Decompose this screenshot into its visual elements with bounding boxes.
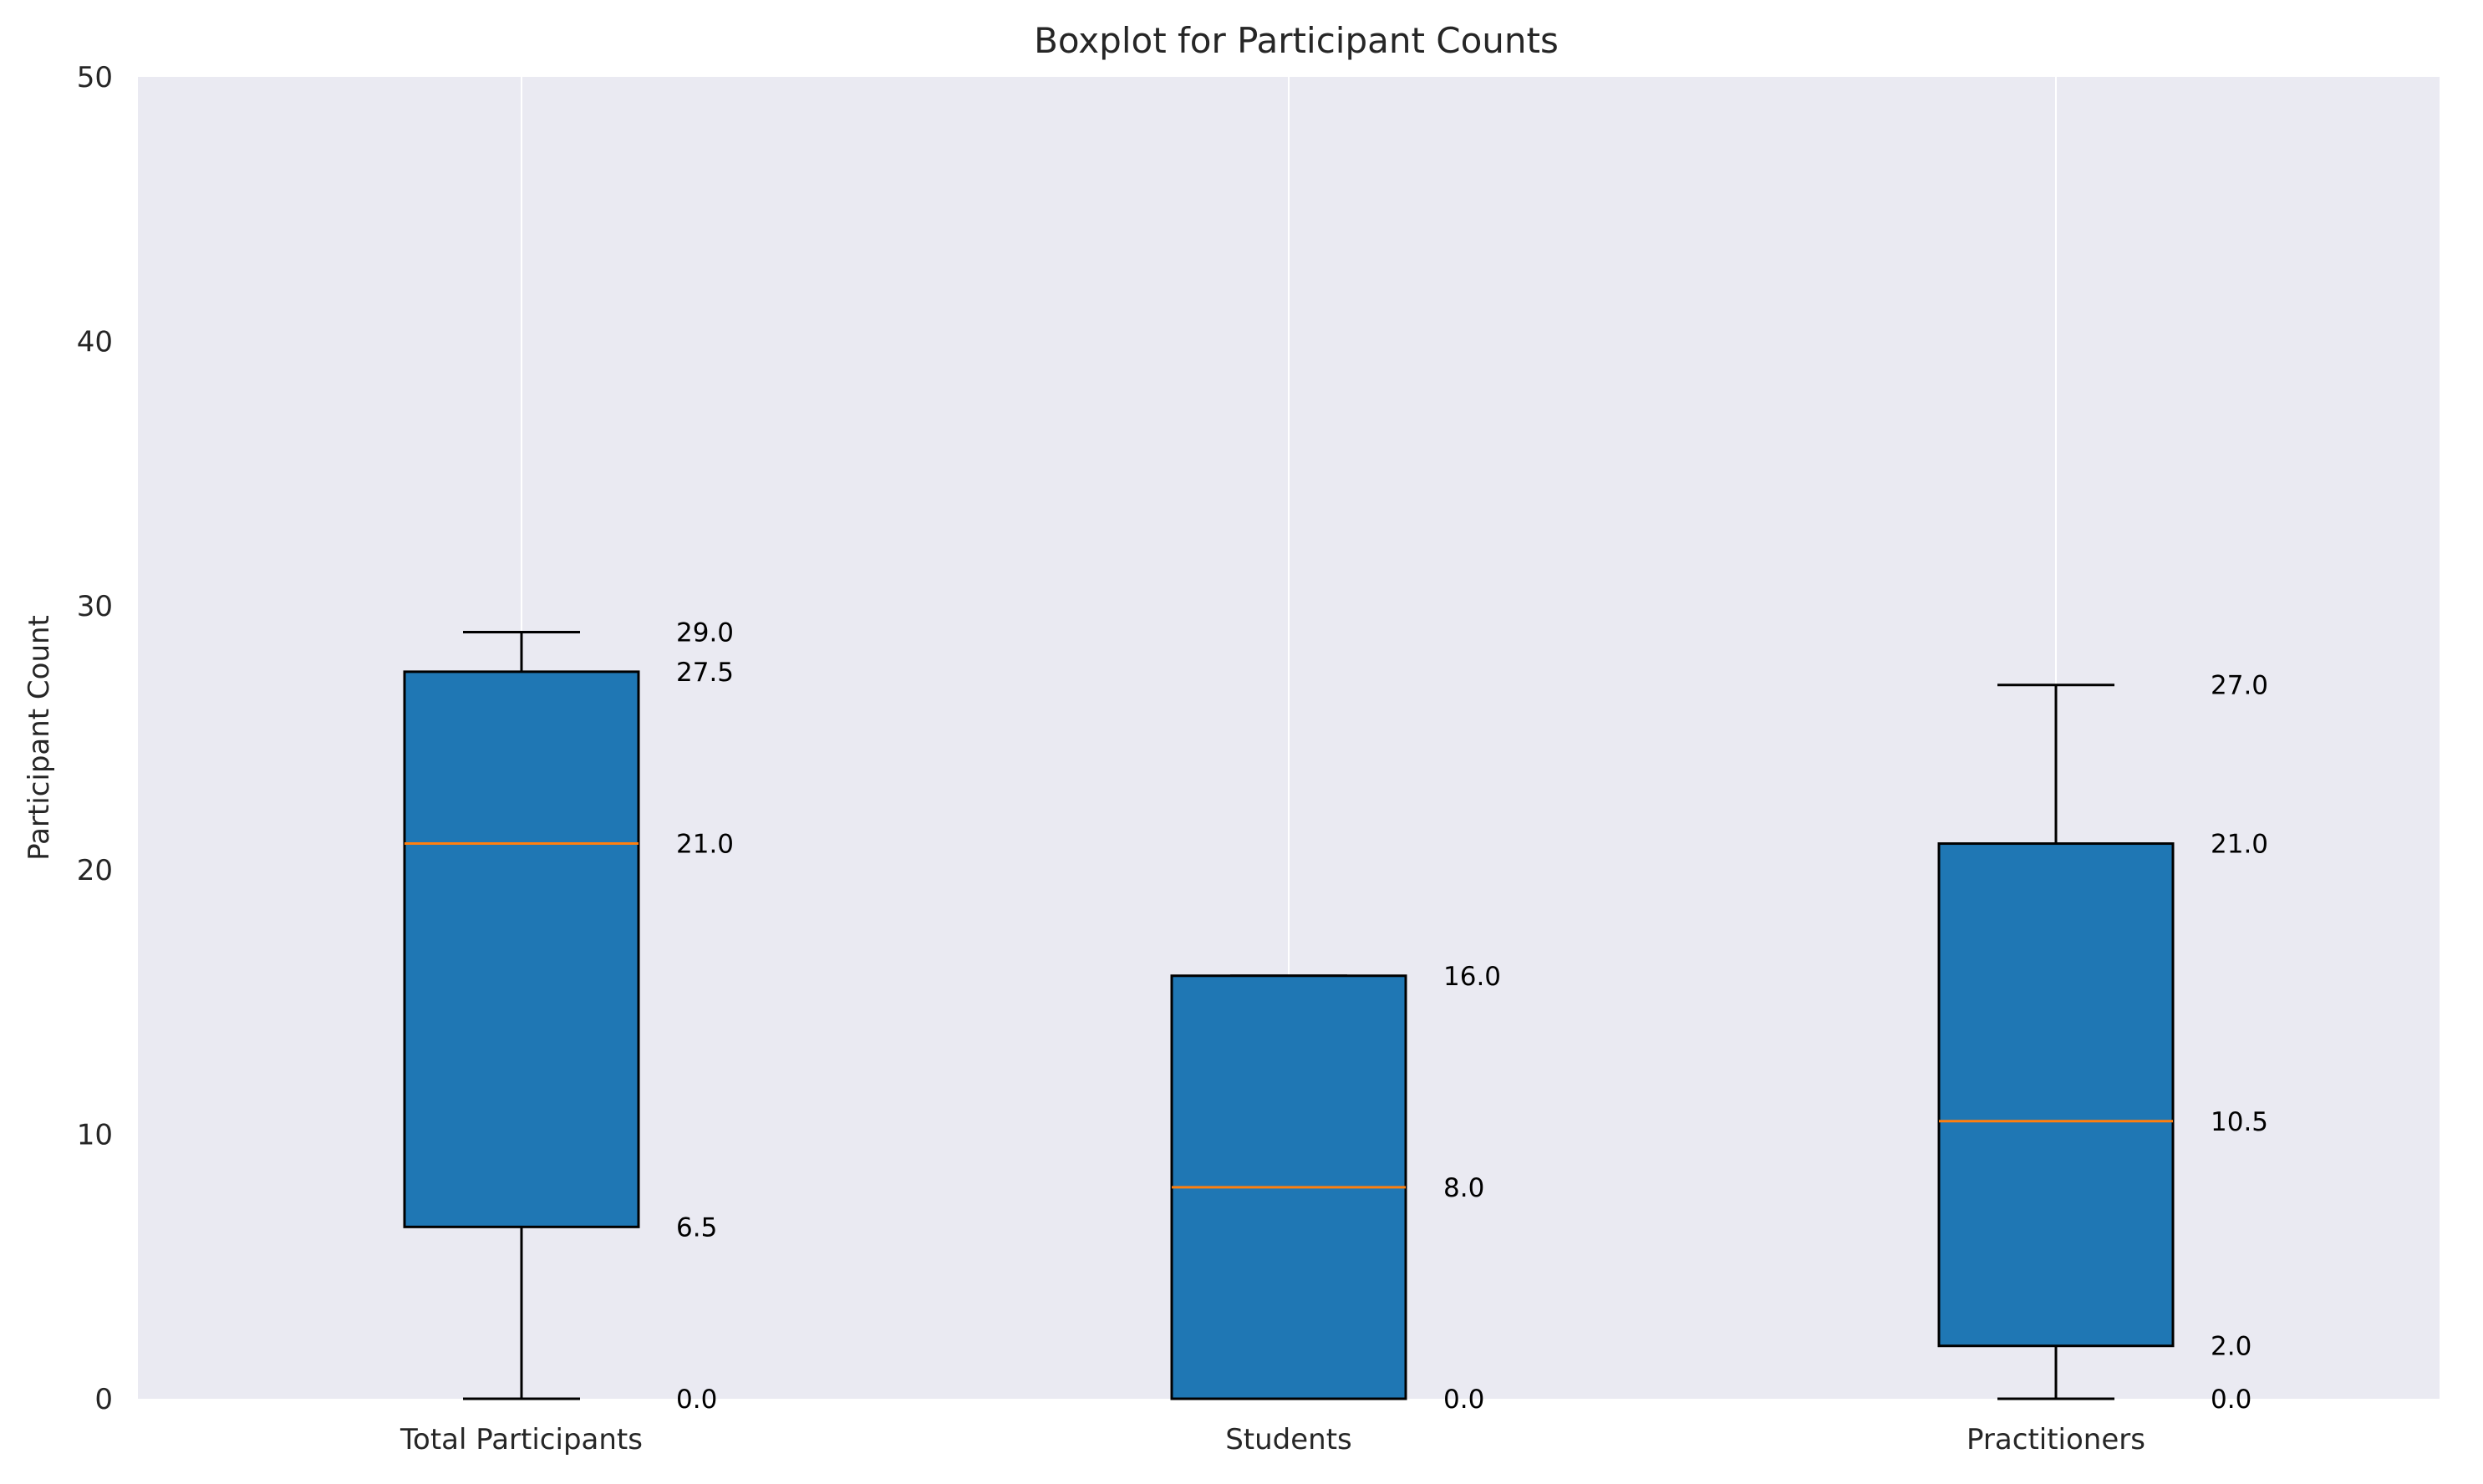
value-label: 27.5 bbox=[676, 658, 734, 688]
x-tick-label: Total Participants bbox=[399, 1423, 643, 1456]
value-label: 16.0 bbox=[1443, 962, 1501, 992]
value-label: 0.0 bbox=[676, 1385, 717, 1415]
box-body bbox=[403, 670, 640, 1228]
value-label: 27.0 bbox=[2211, 671, 2268, 701]
x-tick-label: Practitioners bbox=[1967, 1423, 2145, 1456]
value-label: 0.0 bbox=[2211, 1385, 2251, 1415]
y-tick-label: 10 bbox=[77, 1119, 113, 1152]
value-label: 2.0 bbox=[2211, 1332, 2251, 1362]
box-group: 0.0 6.5 21.0 27.5 29.0 bbox=[403, 617, 734, 1415]
box-group: 0.0 2.0 10.5 21.0 27.0 bbox=[1937, 671, 2268, 1415]
y-tick-label: 40 bbox=[77, 325, 113, 358]
y-tick-label: 20 bbox=[77, 854, 113, 887]
value-label: 6.5 bbox=[676, 1212, 717, 1243]
value-label: 10.5 bbox=[2211, 1107, 2268, 1137]
y-tick-label: 50 bbox=[77, 61, 113, 94]
value-label: 0.0 bbox=[1443, 1385, 1484, 1415]
value-label: 29.0 bbox=[676, 617, 734, 648]
y-tick-label: 30 bbox=[77, 590, 113, 623]
y-tick-label: 0 bbox=[94, 1383, 113, 1416]
box-group: 0.0 8.0 16.0 bbox=[1170, 962, 1501, 1415]
chart-title: Boxplot for Participant Counts bbox=[1034, 20, 1559, 61]
y-axis-ticks: 0 10 20 30 40 50 bbox=[77, 61, 113, 1416]
x-tick-label: Students bbox=[1225, 1423, 1352, 1456]
box-body bbox=[1937, 842, 2175, 1348]
value-label: 21.0 bbox=[2211, 830, 2268, 860]
box-series: 0.0 6.5 21.0 27.5 29.0 0.0 8.0 16.0 0.0 2.0 10.5 21… bbox=[403, 617, 2268, 1415]
x-axis-ticks: Total Participants Students Practitioners bbox=[399, 1423, 2145, 1456]
value-label: 8.0 bbox=[1443, 1173, 1484, 1203]
value-label: 21.0 bbox=[676, 830, 734, 860]
y-axis-label: Participant Count bbox=[23, 615, 56, 861]
